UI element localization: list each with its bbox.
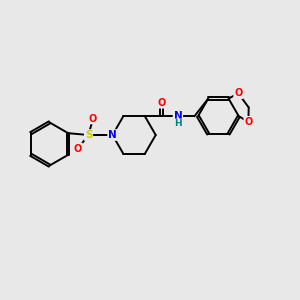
Text: N: N <box>108 130 117 140</box>
Text: O: O <box>234 88 242 98</box>
Text: H: H <box>174 119 182 128</box>
Text: N: N <box>173 111 182 121</box>
Text: O: O <box>157 98 166 108</box>
Text: O: O <box>89 113 97 124</box>
Text: S: S <box>85 130 92 140</box>
Text: O: O <box>74 143 82 154</box>
Text: O: O <box>244 117 253 127</box>
